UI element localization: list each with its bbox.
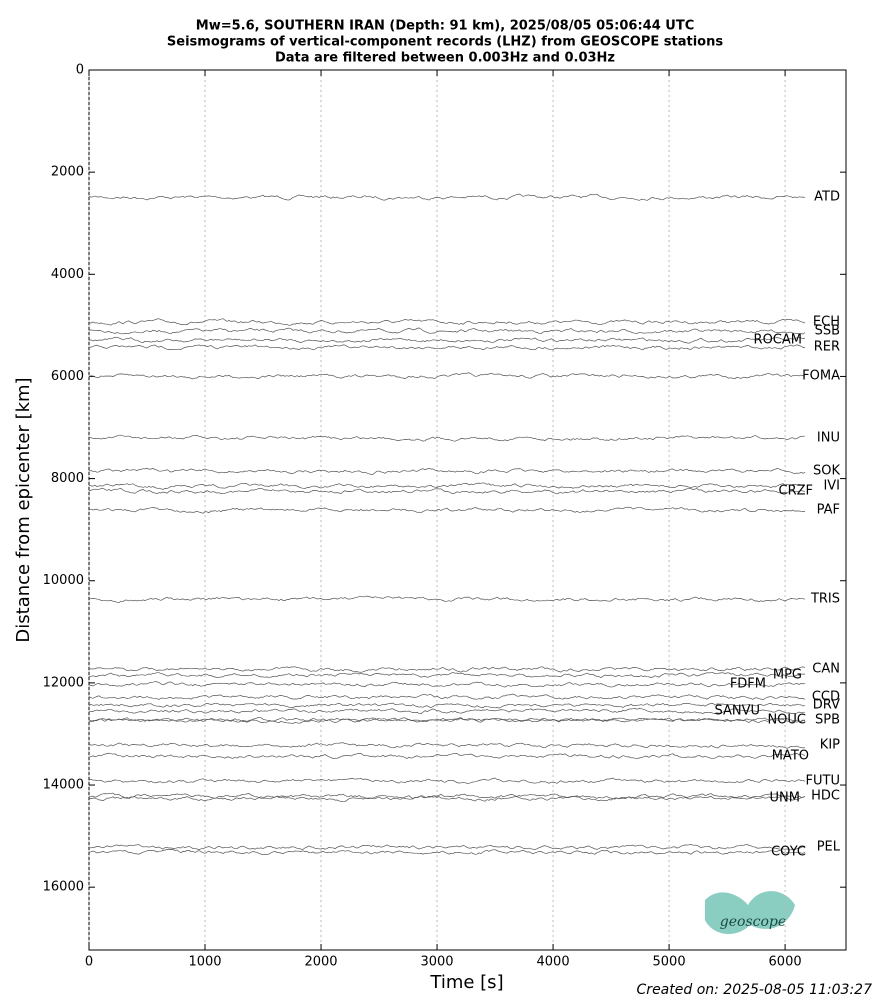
station-label: SPB — [815, 713, 840, 728]
trace — [88, 482, 806, 490]
chart-title: Mw=5.6, SOUTHERN IRAN (Depth: 91 km), 20… — [196, 19, 694, 34]
station-label: PEL — [817, 840, 841, 855]
trace — [88, 777, 806, 784]
y-tick-label: 10000 — [43, 573, 84, 588]
x-tick-label: 1000 — [188, 955, 221, 970]
y-tick-label: 0 — [76, 63, 84, 78]
y-tick-label: 14000 — [43, 778, 84, 793]
station-label: CCD — [812, 690, 840, 705]
station-label: SANVU — [714, 704, 760, 719]
x-tick-label: 0 — [85, 955, 93, 970]
trace — [88, 372, 806, 380]
x-tick-label: 3000 — [420, 955, 453, 970]
x-tick-label: 2000 — [304, 955, 337, 970]
trace — [88, 707, 806, 715]
y-tick-label: 2000 — [51, 165, 84, 180]
trace — [88, 327, 806, 335]
plot-frame — [88, 69, 847, 951]
logo-text: geoscope — [720, 914, 786, 930]
station-label: SSB — [815, 324, 840, 339]
station-label: FDFM — [730, 677, 766, 692]
chart-subtitle: Data are filtered between 0.003Hz and 0.… — [275, 51, 615, 66]
logo-shape — [705, 891, 795, 935]
station-label: FOMA — [802, 369, 840, 384]
footer: Created on: 2025-08-05 11:03:27 — [637, 982, 873, 998]
trace — [88, 795, 806, 803]
station-label: RER — [814, 340, 840, 355]
station-label: UNM — [770, 791, 800, 806]
station-label: PAF — [817, 503, 840, 518]
station-label: ECH — [813, 315, 840, 330]
y-axis-label: Distance from epicenter [km] — [13, 377, 34, 642]
trace — [88, 193, 806, 201]
station-label: MATO — [772, 749, 809, 764]
station-label: NOUC — [767, 713, 806, 728]
chart-subtitle: Seismograms of vertical-component record… — [167, 35, 723, 50]
trace — [88, 752, 806, 760]
y-tick-label: 8000 — [51, 471, 84, 486]
trace — [88, 487, 806, 495]
x-axis-label: Time [s] — [429, 972, 503, 993]
trace — [88, 792, 806, 800]
station-label: IVI — [823, 479, 840, 494]
station-label: ROCAM — [754, 333, 802, 348]
station-label: INU — [817, 431, 840, 446]
station-label: DRV — [813, 698, 840, 713]
y-tick-label: 16000 — [43, 880, 84, 895]
y-tick-label: 12000 — [43, 675, 84, 690]
logo: geoscope — [705, 891, 795, 935]
x-tick-label: 6000 — [769, 955, 802, 970]
trace — [88, 681, 806, 688]
station-label: TRIS — [810, 592, 840, 607]
trace — [88, 742, 806, 749]
station-label: SOK — [813, 464, 840, 479]
trace — [88, 849, 806, 855]
trace — [88, 716, 806, 724]
trace — [88, 702, 806, 709]
trace — [88, 506, 805, 514]
y-tick-label: 4000 — [51, 267, 84, 282]
station-label: FUTU — [806, 774, 840, 789]
trace — [88, 666, 806, 673]
trace — [88, 693, 806, 701]
x-tick-label: 4000 — [537, 955, 570, 970]
station-label: HDC — [811, 789, 840, 804]
trace — [88, 843, 806, 851]
station-label: CRZF — [779, 484, 814, 499]
trace — [88, 595, 806, 603]
trace — [88, 318, 806, 326]
station-label: KIP — [820, 738, 840, 753]
trace — [88, 672, 805, 679]
trace — [88, 434, 805, 442]
station-label: COYC — [771, 845, 806, 860]
trace — [88, 467, 806, 475]
station-label: ATD — [814, 190, 840, 205]
x-tick-label: 5000 — [653, 955, 686, 970]
y-tick-label: 6000 — [51, 369, 84, 384]
station-label: CAN — [812, 662, 840, 677]
trace — [88, 344, 806, 351]
station-label: MPG — [773, 668, 802, 683]
trace — [88, 336, 806, 344]
